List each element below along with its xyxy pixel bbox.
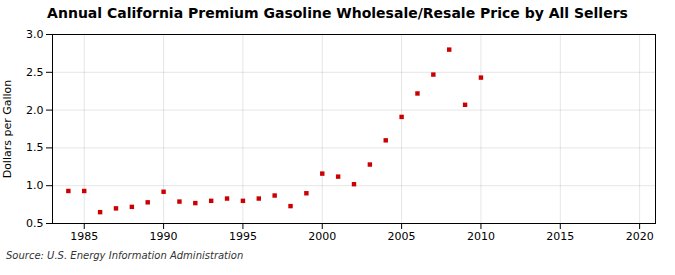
svg-text:1.0: 1.0 <box>26 179 44 192</box>
svg-text:2.5: 2.5 <box>26 66 44 79</box>
svg-text:1995: 1995 <box>229 230 257 243</box>
svg-text:0.5: 0.5 <box>26 217 44 230</box>
svg-text:3.0: 3.0 <box>26 28 44 41</box>
svg-text:1.5: 1.5 <box>26 141 44 154</box>
svg-text:Dollars per Gallon: Dollars per Gallon <box>1 80 14 179</box>
svg-text:1985: 1985 <box>70 230 98 243</box>
html-text:Source: U.S. Energy Informatio: Source: U.S. Energy Information Administ… <box>6 250 244 261</box>
svg-text:2020: 2020 <box>626 230 654 243</box>
svg-text:2015: 2015 <box>546 230 574 243</box>
svg-text:1990: 1990 <box>150 230 178 243</box>
svg-text:2.0: 2.0 <box>26 104 44 117</box>
html-text:Annual California Premium Gaso: Annual California Premium Gasoline Whole… <box>47 5 628 21</box>
svg-text:2010: 2010 <box>467 230 495 243</box>
svg-text:2005: 2005 <box>388 230 416 243</box>
svg-text:2000: 2000 <box>308 230 336 243</box>
